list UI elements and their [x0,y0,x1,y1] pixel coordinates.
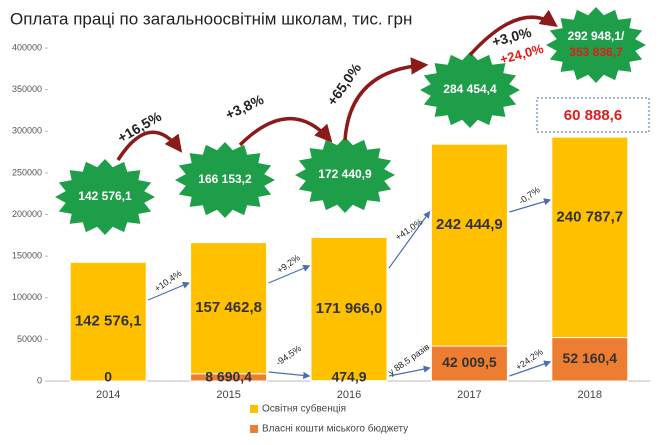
x-tick-label: 2014 [96,389,120,401]
y-tick-label: 50000 [17,334,42,344]
legend-swatch [250,425,258,433]
y-tick-label: 300000 [12,126,42,136]
bar-segment [431,144,507,346]
total-label: 292 948,1/ [568,29,625,43]
growth-arrow [509,200,549,212]
legend-swatch [250,405,258,413]
legend-label: Освітня субвенція [262,403,346,415]
value-label: 157 462,8 [195,299,262,316]
value-label: 0 [104,369,112,385]
bar-segment [552,137,628,337]
x-tick-label: 2015 [216,389,240,401]
growth-total-label: +16,5% [115,108,165,146]
value-label: 240 787,7 [556,208,623,225]
value-label: 52 160,4 [563,350,618,366]
value-label: 474,9 [331,369,366,385]
growth-curve [240,119,330,145]
growth-label: +41,0% [393,217,424,243]
x-tick-label: 2016 [337,389,361,401]
y-tick-label: 250000 [12,167,42,177]
growth-arrow [269,372,309,376]
legend-label: Власні кошти міського бюджету [262,423,408,435]
growth-total-label: +65,0% [324,60,365,109]
total-label: 142 576,1 [78,189,132,203]
growth-label: +9,2% [275,252,302,275]
growth-label: +10,4% [153,268,184,294]
difference-label: 60 888,6 [564,107,622,124]
growth-label: -94,5% [274,343,303,368]
growth-total-label: +3,8% [223,91,267,123]
x-tick-label: 2018 [578,389,602,401]
total-label: 353 836,7 [569,45,623,59]
total-label: 166 153,2 [198,172,252,186]
y-tick-label: 0 [37,375,42,385]
value-label: 171 966,0 [316,300,383,317]
value-label: 8 690,4 [205,369,252,385]
growth-arrow [389,212,429,268]
y-tick-label: 350000 [12,84,42,94]
total-label: 284 454,4 [443,82,497,96]
x-tick-label: 2017 [457,389,481,401]
y-tick-label: 150000 [12,251,42,261]
value-label: 142 576,1 [75,313,142,330]
value-label: 242 444,9 [436,216,503,233]
y-tick-label: 200000 [12,209,42,219]
value-label: 42 009,5 [442,354,497,370]
total-label: 172 440,9 [318,167,372,181]
y-tick-label: 100000 [12,292,42,302]
chart-title: Оплата праці по загальноосвітнім школам,… [10,9,412,28]
y-tick-label: 400000 [12,42,42,52]
